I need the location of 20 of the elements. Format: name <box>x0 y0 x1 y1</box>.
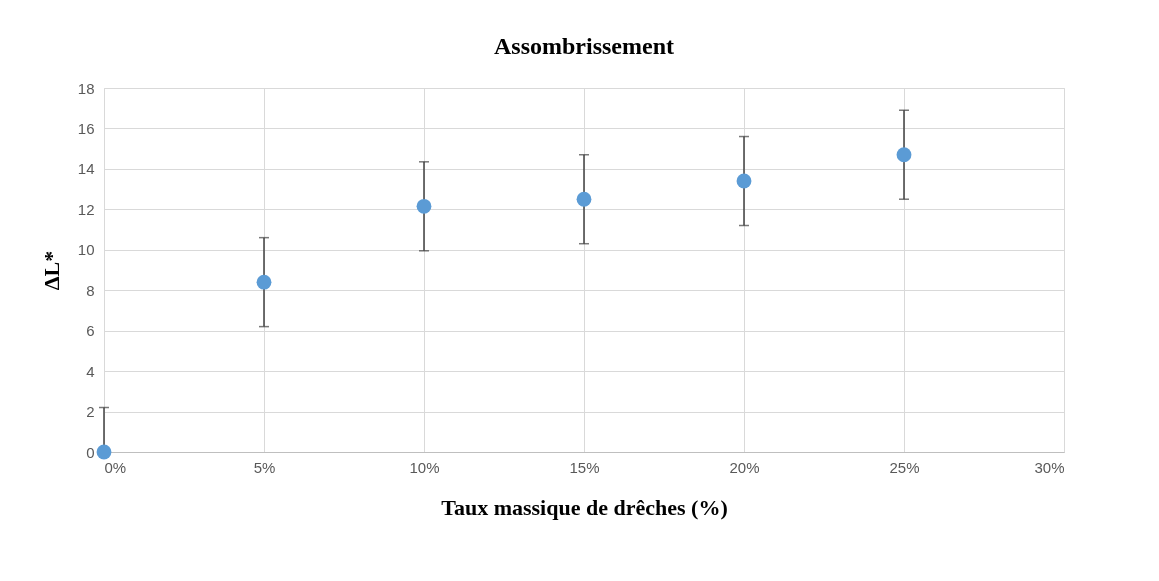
y-tick-label: 10 <box>77 241 95 259</box>
y-axis-title: ΔL* <box>38 250 64 291</box>
x-tick-label: 20% <box>729 458 760 476</box>
x-tick-label: 25% <box>889 458 920 476</box>
y-tick-label: 14 <box>77 160 95 178</box>
y-tick-label: 2 <box>86 403 95 421</box>
chart-title: Assombrissement <box>494 33 674 59</box>
x-tick-label: 15% <box>569 458 600 476</box>
x-tick-label: 5% <box>253 458 276 476</box>
y-tick-label: 12 <box>77 200 95 218</box>
y-tick-label: 8 <box>86 281 95 299</box>
x-tick-label: 0% <box>104 458 127 476</box>
x-tick-label: 10% <box>409 458 440 476</box>
y-tick-label: 18 <box>77 79 95 97</box>
y-tick-label: 0 <box>86 443 95 461</box>
y-tick-label: 16 <box>77 119 95 137</box>
x-tick-label: 30% <box>1034 458 1065 476</box>
x-axis-title: Taux massique de drêches (%) <box>441 494 728 520</box>
y-tick-label: 4 <box>86 362 95 380</box>
y-tick-label: 6 <box>86 322 95 340</box>
